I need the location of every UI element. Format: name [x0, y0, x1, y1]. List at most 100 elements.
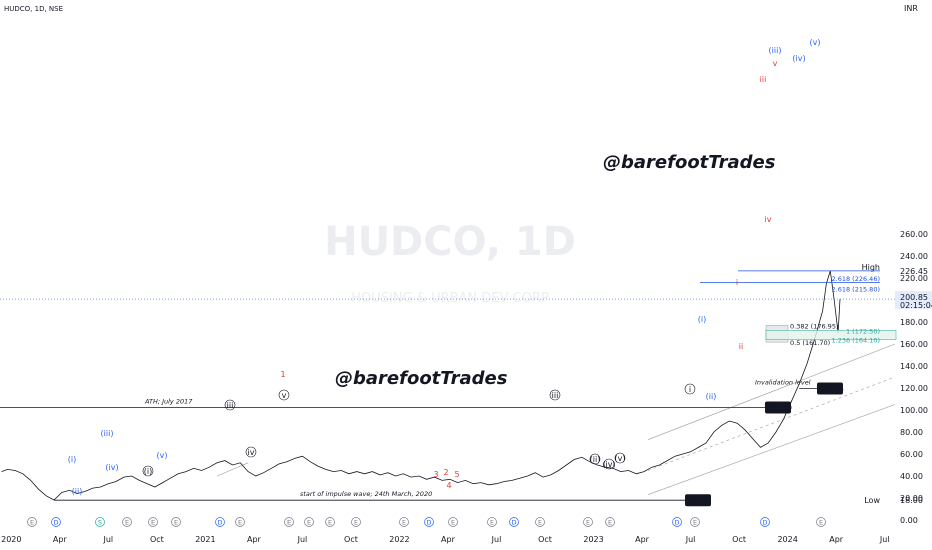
event-marker [448, 517, 458, 527]
wave-label: 2 [443, 468, 448, 477]
author-handle-upper: @barefootTrades [603, 152, 776, 173]
x-tick-label: Apr [53, 535, 68, 544]
fib-label: 0.382 (176.95) [790, 322, 839, 330]
x-tick-label: 2022 [389, 535, 409, 544]
event-marker-label: D [762, 519, 767, 527]
wave-label: (ii) [706, 392, 717, 401]
y-tick-label: 60.00 [900, 450, 923, 459]
event-marker [509, 517, 519, 527]
wave-circle [549, 389, 561, 401]
wave-label: v [773, 59, 778, 68]
y-tick-label: 240.00 [900, 252, 928, 261]
event-marker [27, 517, 37, 527]
wave-channel [216, 343, 896, 495]
wave-labels: (i)(ii)(iii)(iv)(v)(i)(ii)(iii)(iv)(v)ii… [68, 38, 821, 496]
x-tick-label: 2021 [195, 535, 215, 544]
event-marker [122, 517, 132, 527]
event-marker [148, 517, 158, 527]
currency-label: INR [904, 4, 918, 13]
y-tick-label: 80.00 [900, 428, 923, 437]
wave-label: (iii) [769, 46, 782, 55]
wave-label: iv [765, 215, 772, 224]
event-marker-label: D [511, 519, 516, 527]
price-tag-value: 18.00 [687, 496, 710, 505]
event-marker [235, 517, 245, 527]
wave-circle [589, 453, 601, 465]
wave-label: i [736, 278, 738, 287]
event-marker [304, 517, 314, 527]
fib-label: 2.618 (226.46) [832, 275, 881, 283]
event-marker-label: E [693, 519, 697, 527]
wave-label: iii [760, 75, 767, 84]
wave-circle-label: (v) [615, 454, 626, 463]
x-tick-label: Jul [685, 535, 696, 544]
wave-label: (iv) [105, 463, 118, 472]
low-value: 18.00 [900, 496, 923, 505]
y-tick-label: 20.00 [900, 494, 923, 503]
event-marker [325, 517, 335, 527]
y-tick-label: 140.00 [900, 362, 928, 371]
channel-lower-line [647, 404, 896, 495]
event-marker [535, 517, 545, 527]
event-marker [95, 517, 105, 527]
event-marker-label: E [490, 519, 494, 527]
author-handle-lower: @barefootTrades [335, 368, 508, 389]
fib-label: 1.236 (164.10) [832, 336, 881, 344]
y-tick-label: 120.00 [900, 384, 928, 393]
x-tick-label: Jul [297, 535, 308, 544]
event-marker [215, 517, 225, 527]
triangle-line [216, 462, 249, 477]
event-marker-label: D [217, 519, 222, 527]
watermark: HUDCO, 1D HOUSING & URBAN DEV CORP [324, 219, 576, 306]
price-tag-box [765, 401, 791, 414]
event-marker [171, 517, 181, 527]
wave-label: (v) [157, 451, 168, 460]
x-tick-label: Oct [150, 535, 164, 544]
wave-label: 4 [446, 481, 451, 490]
time-axis[interactable]: 2020 Apr Jul Oct 2021 Apr Jul Oct 2022 Apr Jul Oct 2… [1, 535, 889, 544]
event-marker [487, 517, 497, 527]
x-tick-label: 2024 [777, 535, 797, 544]
wave-circle [278, 389, 290, 401]
wave-circle-label: (ii) [590, 455, 601, 464]
watermark-ticker: HUDCO, 1D [324, 219, 576, 265]
event-marker-label: E [328, 519, 332, 527]
price-line [1, 270, 841, 501]
x-tick-label: 2020 [1, 535, 21, 544]
event-marker [760, 517, 770, 527]
x-tick-label: Apr [441, 535, 456, 544]
wave-circle [245, 446, 257, 458]
x-tick-label: Apr [247, 535, 262, 544]
impulse-note: start of impulse wave; 24th March, 2020 [300, 490, 432, 498]
x-tick-label: 2023 [583, 535, 603, 544]
high-label: High [862, 263, 880, 272]
wave-circle [614, 452, 626, 464]
x-tick-label: Jul [491, 535, 502, 544]
wave-label: (ii) [72, 487, 83, 496]
event-marker-label: E [451, 519, 455, 527]
wave-circle [224, 399, 236, 411]
wave-label: ii [739, 342, 743, 351]
x-tick-label: Oct [538, 535, 552, 544]
y-tick-label: 100.00 [900, 406, 928, 415]
wave-circle-label: (iv) [602, 460, 615, 469]
wave-circle [603, 458, 615, 470]
wave-label: 1 [280, 370, 285, 379]
x-tick-label: Apr [829, 535, 844, 544]
y-tick-label: 180.00 [900, 318, 928, 327]
y-tick-label: 260.00 [900, 230, 928, 239]
event-marker-label: E [586, 519, 590, 527]
high-value: 226.45 [900, 267, 928, 276]
wave-label: 5 [454, 470, 459, 479]
wave-circle [684, 383, 696, 395]
wave-label: (iv) [792, 54, 805, 63]
wave-label: 3 [433, 470, 438, 479]
price-tags: 119.55 102.30 18.00 [685, 382, 844, 507]
event-marker [284, 517, 294, 527]
x-tick-label: Jul [103, 535, 114, 544]
wave-circle [142, 465, 154, 477]
wave-circle-label: v [282, 391, 287, 400]
